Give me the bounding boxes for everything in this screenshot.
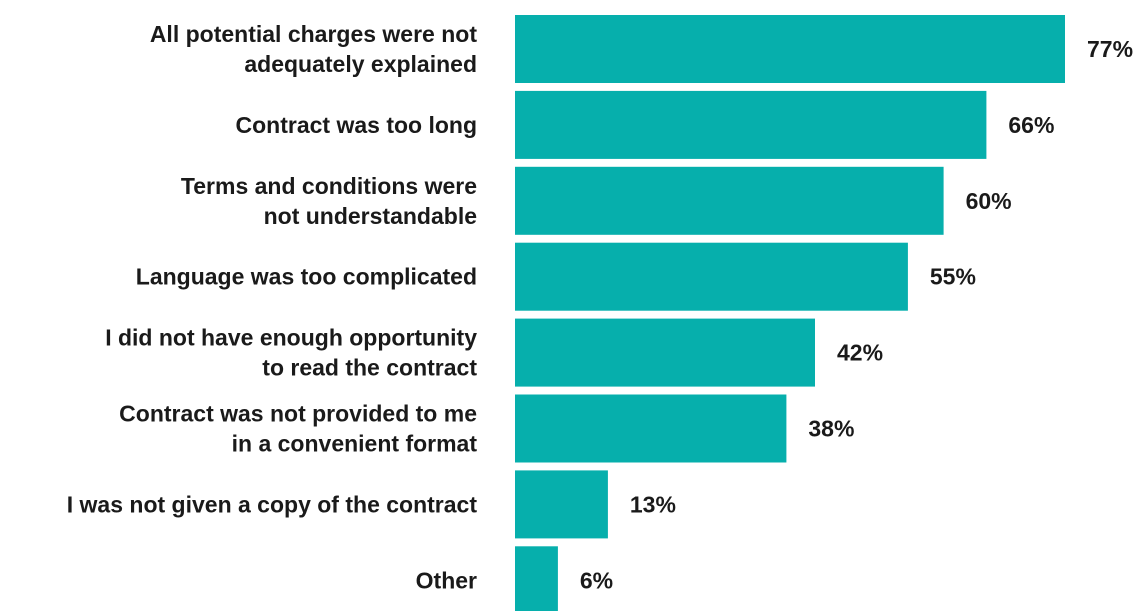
category-label-2: Contract was too long [236, 112, 478, 138]
bar-6 [515, 394, 787, 463]
category-label-line: I was not given a copy of the contract [67, 491, 478, 517]
category-label-4: Language was too complicated [136, 264, 477, 290]
value-label-1: 77% [1087, 36, 1133, 62]
bar-3 [515, 166, 944, 235]
category-label-6: Contract was not provided to me in a conv… [119, 401, 477, 457]
category-label-line: Language was too complicated [136, 264, 477, 290]
category-label-line: in a convenient format [232, 431, 478, 457]
bar-7 [515, 470, 608, 539]
bar-8 [515, 546, 558, 611]
value-label-6: 38% [808, 416, 854, 442]
category-label-8: Other [416, 567, 477, 593]
category-label-1: All potential charges were not adequately… [150, 21, 478, 77]
bar-2 [515, 90, 987, 159]
category-label-line: Contract was not provided to me [119, 401, 477, 427]
category-label-line: Terms and conditions were [181, 173, 477, 199]
category-label-line: to read the contract [262, 355, 477, 381]
category-label-line: adequately explained [244, 51, 477, 77]
value-label-7: 13% [630, 491, 676, 517]
value-label-4: 55% [930, 264, 976, 290]
value-label-2: 66% [1008, 112, 1054, 138]
category-label-line: All potential charges were not [150, 21, 478, 47]
bar-5 [515, 318, 815, 387]
category-label-line: I did not have enough opportunity [105, 325, 477, 351]
category-label-3: Terms and conditions were not understanda… [181, 173, 477, 229]
value-label-3: 60% [966, 188, 1012, 214]
category-label-5: I did not have enough opportunity to read… [105, 325, 477, 381]
value-label-8: 6% [580, 567, 613, 593]
category-label-line: not understandable [264, 203, 477, 229]
category-label-line: Contract was too long [236, 112, 478, 138]
bar-4 [515, 242, 908, 311]
category-label-line: Other [416, 567, 477, 593]
value-label-5: 42% [837, 340, 883, 366]
category-label-7: I was not given a copy of the contract [67, 491, 478, 517]
bar-1 [515, 15, 1065, 83]
